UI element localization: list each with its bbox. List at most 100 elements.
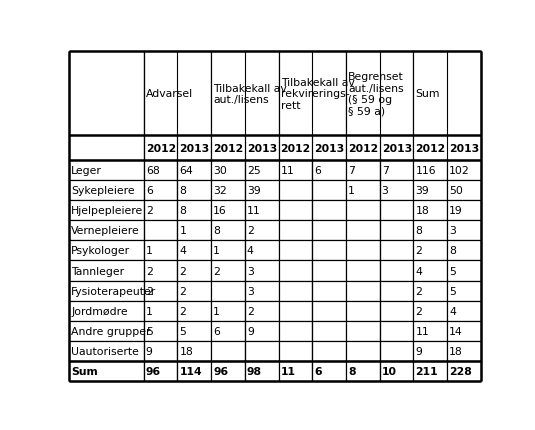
- Bar: [447, 161, 480, 181]
- Bar: [279, 221, 312, 241]
- Bar: [211, 301, 245, 321]
- Text: Sykepleiere: Sykepleiere: [71, 186, 135, 196]
- Bar: [144, 241, 178, 261]
- Bar: [178, 341, 211, 361]
- Bar: [380, 301, 413, 321]
- Text: 5: 5: [449, 286, 456, 296]
- Bar: [346, 281, 380, 301]
- Bar: [178, 361, 211, 381]
- Bar: [312, 261, 346, 281]
- Text: 2013: 2013: [179, 144, 210, 154]
- Bar: [211, 201, 245, 221]
- Text: 6: 6: [213, 326, 220, 336]
- Bar: [144, 201, 178, 221]
- Bar: [69, 201, 144, 221]
- Bar: [211, 241, 245, 261]
- Text: 10: 10: [381, 366, 396, 376]
- Bar: [447, 221, 480, 241]
- Text: 2: 2: [415, 286, 422, 296]
- Bar: [413, 321, 447, 341]
- Bar: [144, 341, 178, 361]
- Bar: [312, 241, 346, 261]
- Text: 6: 6: [314, 166, 321, 176]
- Text: 30: 30: [213, 166, 227, 176]
- Text: 9: 9: [146, 346, 152, 356]
- Text: Leger: Leger: [71, 166, 102, 176]
- Bar: [211, 52, 279, 161]
- Text: 25: 25: [247, 166, 261, 176]
- Bar: [413, 341, 447, 361]
- Bar: [346, 301, 380, 321]
- Bar: [69, 301, 144, 321]
- Bar: [279, 341, 312, 361]
- Text: 5: 5: [146, 326, 152, 336]
- Text: 4: 4: [415, 266, 422, 276]
- Bar: [380, 241, 413, 261]
- Bar: [178, 261, 211, 281]
- Bar: [144, 221, 178, 241]
- Bar: [312, 281, 346, 301]
- Bar: [413, 201, 447, 221]
- Bar: [346, 181, 380, 201]
- Text: Sum: Sum: [415, 89, 440, 99]
- Text: rekvirerings-: rekvirerings-: [280, 89, 349, 99]
- Bar: [245, 241, 279, 261]
- Text: 11: 11: [247, 206, 261, 216]
- Text: 50: 50: [449, 186, 463, 196]
- Bar: [69, 321, 144, 341]
- Text: 2013: 2013: [314, 144, 345, 154]
- Bar: [144, 181, 178, 201]
- Bar: [178, 221, 211, 241]
- Bar: [447, 261, 480, 281]
- Text: 1: 1: [348, 186, 355, 196]
- Text: Tilbakekall av: Tilbakekall av: [213, 83, 287, 93]
- Text: 2: 2: [247, 226, 254, 236]
- Text: 2: 2: [415, 246, 422, 256]
- Text: 68: 68: [146, 166, 159, 176]
- Bar: [178, 321, 211, 341]
- Bar: [279, 201, 312, 221]
- Bar: [279, 181, 312, 201]
- Text: 2013: 2013: [247, 144, 277, 154]
- Bar: [447, 341, 480, 361]
- Text: 9: 9: [247, 326, 254, 336]
- Bar: [312, 221, 346, 241]
- Bar: [413, 281, 447, 301]
- Bar: [144, 361, 178, 381]
- Text: 98: 98: [247, 366, 262, 376]
- Text: aut./lisens: aut./lisens: [348, 83, 403, 93]
- Text: 39: 39: [247, 186, 261, 196]
- Bar: [144, 281, 178, 301]
- Bar: [279, 241, 312, 261]
- Text: Tilbakekall av: Tilbakekall av: [280, 78, 354, 88]
- Text: 7: 7: [348, 166, 355, 176]
- Bar: [245, 261, 279, 281]
- Text: 8: 8: [179, 186, 186, 196]
- Bar: [413, 261, 447, 281]
- Text: 2: 2: [247, 306, 254, 316]
- Bar: [69, 221, 144, 241]
- Text: 2012: 2012: [213, 144, 243, 154]
- Bar: [312, 301, 346, 321]
- Bar: [346, 52, 413, 161]
- Text: 211: 211: [415, 366, 438, 376]
- Text: 6: 6: [146, 186, 152, 196]
- Text: 7: 7: [381, 166, 388, 176]
- Text: 1: 1: [213, 306, 220, 316]
- Text: 2: 2: [146, 266, 152, 276]
- Text: 11: 11: [280, 166, 294, 176]
- Bar: [69, 52, 144, 161]
- Text: 2012: 2012: [348, 144, 378, 154]
- Bar: [279, 361, 312, 381]
- Bar: [211, 221, 245, 241]
- Text: Uautoriserte: Uautoriserte: [71, 346, 139, 356]
- Text: Tannleger: Tannleger: [71, 266, 124, 276]
- Bar: [245, 161, 279, 181]
- Bar: [312, 341, 346, 361]
- Bar: [413, 241, 447, 261]
- Bar: [312, 321, 346, 341]
- Text: 64: 64: [179, 166, 193, 176]
- Bar: [380, 261, 413, 281]
- Bar: [144, 301, 178, 321]
- Bar: [447, 281, 480, 301]
